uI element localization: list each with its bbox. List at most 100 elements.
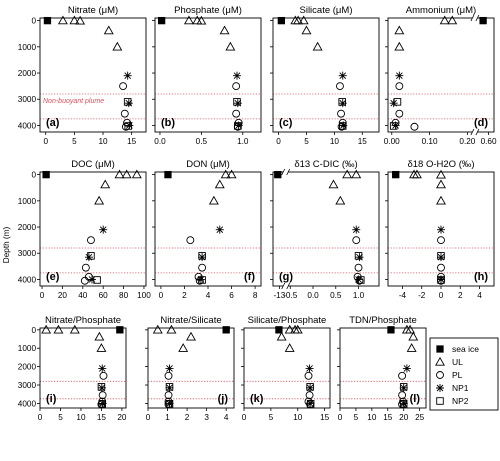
- x-tick-label: -0.5: [283, 291, 298, 300]
- marker-sea-ice: [43, 16, 52, 25]
- plot-frame: [243, 327, 331, 409]
- plot-frame: [154, 17, 262, 133]
- axis-break-gap: [283, 169, 289, 175]
- legend: sea ice UL PL NP1 NP2: [429, 337, 499, 411]
- marker-ul: [208, 195, 219, 205]
- marker-ul: [69, 324, 80, 334]
- marker-pl: [195, 276, 204, 285]
- x-tick-label: 5: [269, 413, 274, 422]
- marker-pl: [355, 276, 364, 285]
- marker-ul: [408, 331, 419, 341]
- marker-pl: [232, 109, 241, 118]
- panel-f: DON (μM) 0 2 4 6 8 (f): [152, 159, 262, 300]
- marker-np2: [97, 383, 106, 391]
- x-tick-label: 0.00: [384, 137, 400, 146]
- x-tick-label: -2: [418, 291, 426, 300]
- marker-ul: [447, 15, 458, 25]
- x-tick-label: 80: [119, 291, 129, 300]
- x-tick-label: 5: [72, 137, 77, 146]
- x-tick-label: 15: [383, 413, 393, 422]
- legend-label: NP2: [452, 396, 469, 406]
- marker-sea-ice: [479, 16, 487, 25]
- marker-np1: [97, 383, 106, 392]
- x-tick-label: 1: [165, 413, 170, 422]
- x-tick-label: 0.5: [196, 137, 208, 146]
- marker-np1: [338, 99, 347, 108]
- axis-break-gap: [472, 129, 478, 135]
- panel-title: Nitrate/Phosphate: [45, 315, 121, 326]
- panel-title: Phosphate (μM): [174, 5, 242, 16]
- marker-pl: [304, 371, 313, 380]
- marker-np1: [198, 253, 207, 262]
- marker-pl: [337, 109, 346, 118]
- panel-h: δ18 O-H2O (‰) -4 -2 0 2 4 (h): [385, 159, 495, 300]
- x-tick-label: 15: [320, 413, 330, 422]
- y-tick-label: 0: [31, 17, 36, 26]
- legend-label: UL: [452, 357, 463, 367]
- marker-pl: [395, 82, 404, 91]
- marker-ul: [351, 169, 362, 179]
- marker-sea-ice: [436, 345, 444, 353]
- x-tick-label: 0: [439, 291, 444, 300]
- marker-ul: [103, 25, 114, 35]
- marker-pl: [198, 263, 207, 272]
- marker-np2: [93, 276, 101, 284]
- marker-ul: [131, 169, 142, 179]
- panel-letter: (d): [474, 117, 488, 129]
- x-tick-label: 0: [146, 413, 151, 422]
- marker-np1: [234, 121, 243, 130]
- marker-ul: [192, 15, 203, 25]
- marker-pl: [398, 391, 407, 400]
- marker-pl: [164, 397, 173, 406]
- x-tick-label: 0: [38, 413, 43, 422]
- x-tick-label: 15: [358, 137, 368, 146]
- marker-pl: [395, 109, 404, 118]
- marker-np2: [165, 400, 174, 408]
- marker-np1: [233, 99, 242, 108]
- marker-pl: [119, 82, 128, 91]
- marker-ul: [166, 324, 177, 334]
- marker-np1: [352, 225, 361, 234]
- marker-np2: [233, 98, 241, 106]
- panel-letter: (h): [474, 271, 488, 283]
- marker-ul: [75, 15, 86, 25]
- x-tick-label: 0: [159, 291, 164, 300]
- marker-pl: [186, 236, 195, 245]
- marker-np1: [87, 275, 96, 284]
- y-tick-label: 1000: [18, 43, 37, 52]
- panel-letter: (g): [279, 271, 293, 283]
- x-tick-label: 1.0: [237, 137, 249, 146]
- marker-np1: [215, 225, 224, 234]
- marker-ul: [226, 169, 237, 179]
- x-tick-label: 0: [43, 137, 48, 146]
- marker-pl: [87, 236, 95, 245]
- x-tick-label: 25: [415, 413, 425, 422]
- panel-d: Ammonium (μM) 0.00 0.10 0.20 0.60 (d): [384, 5, 497, 146]
- marker-ul: [53, 324, 64, 334]
- marker-ul: [292, 324, 303, 334]
- x-tick-label: 4: [477, 291, 482, 300]
- x-tick-label: 40: [78, 291, 88, 300]
- marker-np2: [338, 98, 346, 106]
- marker-pl: [164, 371, 173, 380]
- marker-np1: [196, 275, 205, 284]
- marker-sea-ice: [164, 170, 172, 179]
- marker-ul: [100, 179, 111, 189]
- marker-ul: [152, 324, 163, 334]
- marker-ul: [220, 169, 231, 179]
- marker-sea-ice: [157, 16, 166, 25]
- marker-np2: [98, 400, 106, 408]
- panel-title: TDN/Phosphate: [349, 315, 417, 326]
- x-tick-label: 6: [229, 291, 234, 300]
- legend-box: [429, 337, 499, 411]
- x-tick-label: 8: [253, 291, 258, 300]
- legend-label: sea ice: [452, 344, 479, 354]
- marker-ul: [41, 324, 52, 334]
- x-tick-label: -4: [399, 291, 407, 300]
- x-tick-label: 100: [137, 291, 151, 300]
- marker-np2: [437, 252, 445, 260]
- panel-title: Nitrate (μM): [68, 5, 118, 16]
- plot-frame: [39, 17, 147, 133]
